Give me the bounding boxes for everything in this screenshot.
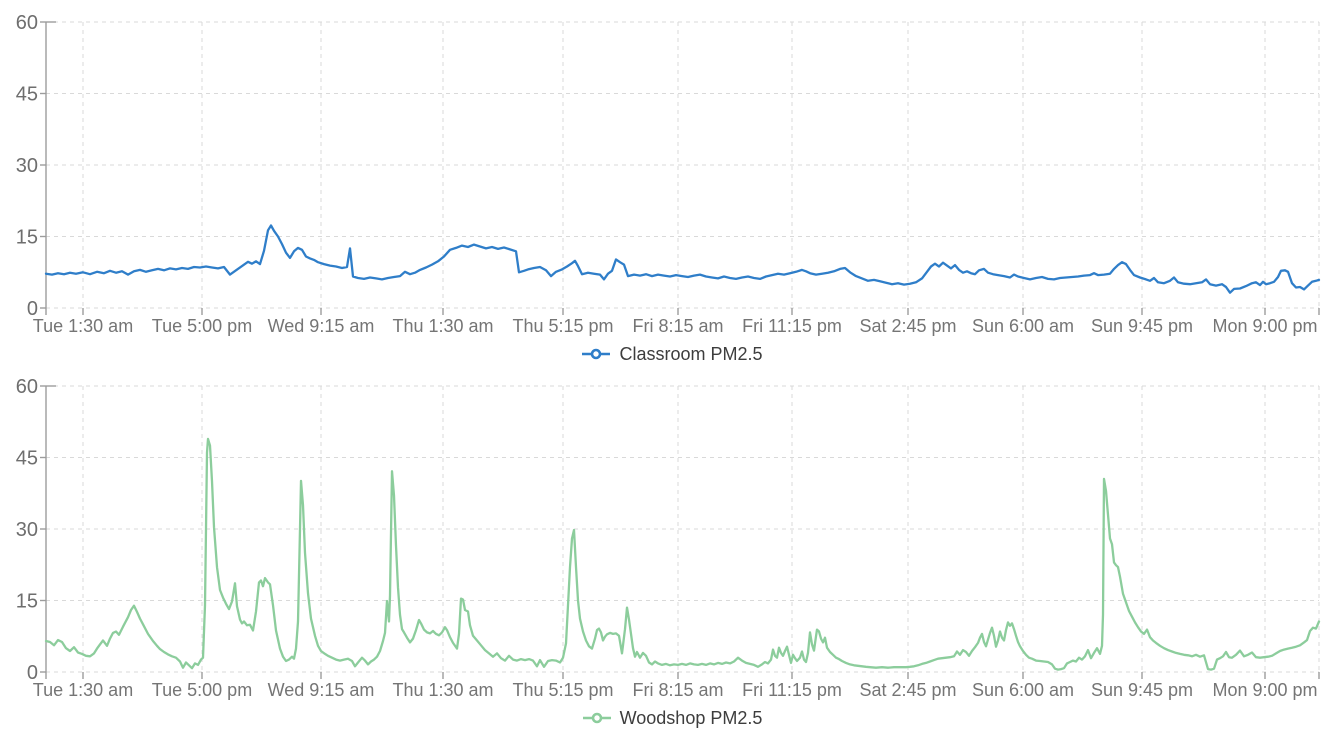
x-tick-label: Thu 5:15 pm bbox=[512, 316, 613, 336]
woodshop-legend[interactable]: Woodshop PM2.5 bbox=[0, 704, 1343, 732]
x-tick-label: Sat 2:45 pm bbox=[859, 316, 956, 336]
x-tick-label: Thu 1:30 am bbox=[392, 316, 493, 336]
x-tick-label: Tue 5:00 pm bbox=[152, 680, 252, 700]
x-tick-label: Tue 1:30 am bbox=[33, 680, 133, 700]
y-tick-label: 0 bbox=[27, 662, 38, 684]
x-tick-label: Mon 9:00 pm bbox=[1212, 316, 1317, 336]
series-line-woodshop-pm2-5[interactable] bbox=[44, 437, 1321, 671]
x-tick-label: Tue 1:30 am bbox=[33, 316, 133, 336]
y-tick-label: 45 bbox=[16, 448, 38, 470]
x-tick-label: Sun 9:45 pm bbox=[1091, 680, 1193, 700]
x-tick-label: Wed 9:15 am bbox=[268, 680, 375, 700]
y-tick-label: 15 bbox=[16, 591, 38, 613]
classroom-legend-label: Classroom PM2.5 bbox=[619, 344, 763, 364]
x-tick-label: Thu 5:15 pm bbox=[512, 680, 613, 700]
x-tick-label: Sun 6:00 am bbox=[972, 680, 1074, 700]
classroom-chart: 0 15 30 45 60 Tue 1:30 am Tue 5:00 pm Wed 9:15 … bbox=[0, 4, 1343, 340]
x-tick-label: Mon 9:00 pm bbox=[1212, 680, 1317, 700]
classroom-legend[interactable]: Classroom PM2.5 bbox=[0, 340, 1343, 368]
x-tick-label: Fri 8:15 am bbox=[632, 680, 723, 700]
woodshop-chart: 0 15 30 45 60 Tue 1:30 am Tue 5:00 pm Wed 9:15 … bbox=[0, 368, 1343, 704]
y-tick-label: 60 bbox=[16, 12, 38, 34]
x-tick-label: Sun 9:45 pm bbox=[1091, 316, 1193, 336]
x-tick-label: Thu 1:30 am bbox=[392, 680, 493, 700]
series-line-classroom-pm2-5[interactable] bbox=[44, 224, 1321, 294]
classroom-chart-section: 0 15 30 45 60 Tue 1:30 am Tue 5:00 pm Wed 9:15 … bbox=[0, 4, 1343, 368]
woodshop-chart-section: 0 15 30 45 60 Tue 1:30 am Tue 5:00 pm Wed 9:15 … bbox=[0, 368, 1343, 732]
plot-area: 0 15 30 45 60 Tue 1:30 am Tue 5:00 pm Wed 9:15 … bbox=[16, 376, 1321, 700]
woodshop-legend-label: Woodshop PM2.5 bbox=[619, 708, 763, 728]
x-tick-label: Fri 8:15 am bbox=[632, 316, 723, 336]
y-tick-label: 30 bbox=[16, 155, 38, 177]
y-tick-label: 60 bbox=[16, 376, 38, 398]
x-tick-label: Tue 5:00 pm bbox=[152, 316, 252, 336]
woodshop-legend-marker-icon bbox=[582, 712, 611, 724]
x-tick-label: Wed 9:15 am bbox=[268, 316, 375, 336]
x-tick-label: Sun 6:00 am bbox=[972, 316, 1074, 336]
y-tick-label: 0 bbox=[27, 298, 38, 320]
classroom-legend-marker-icon bbox=[582, 348, 611, 360]
plot-area: 0 15 30 45 60 Tue 1:30 am Tue 5:00 pm Wed 9:15 … bbox=[16, 12, 1321, 336]
x-tick-label: Sat 2:45 pm bbox=[859, 680, 956, 700]
y-tick-label: 45 bbox=[16, 84, 38, 106]
y-tick-label: 30 bbox=[16, 519, 38, 541]
x-tick-label: Fri 11:15 pm bbox=[742, 680, 842, 700]
y-tick-label: 15 bbox=[16, 227, 38, 249]
x-tick-label: Fri 11:15 pm bbox=[742, 316, 842, 336]
